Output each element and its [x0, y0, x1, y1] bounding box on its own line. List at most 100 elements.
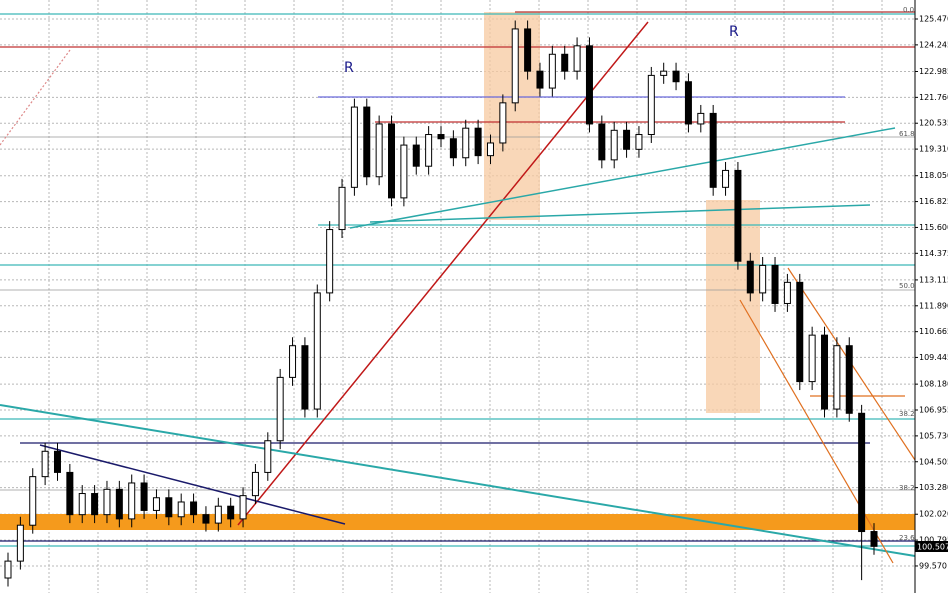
trendline [349, 127, 896, 229]
y-tick-label: 118.050 [919, 171, 948, 180]
candle-body [474, 127, 482, 157]
candle-body [412, 144, 420, 167]
candle-body [350, 106, 358, 188]
price-box [915, 541, 948, 552]
candle-body [722, 169, 730, 188]
candle-body [91, 493, 99, 516]
candle-body [635, 134, 643, 150]
y-tick-label: 119.310 [919, 145, 948, 154]
fib-label: 61.8 [899, 130, 915, 138]
trendline [39, 444, 346, 525]
channel [739, 299, 894, 564]
candle-body [177, 501, 185, 518]
candle-body [746, 260, 754, 294]
candle-body [338, 186, 346, 231]
annotation: R [344, 60, 354, 76]
candle-body [697, 112, 705, 125]
candle-body [821, 334, 829, 410]
candle-body [734, 169, 742, 262]
y-tick-label: 102.020 [919, 510, 948, 519]
candle-body [610, 129, 618, 161]
y-tick-label: 125.470 [919, 15, 948, 24]
y-tick-label: 122.985 [919, 67, 948, 76]
candle-body [561, 53, 569, 72]
candle-body [796, 281, 804, 383]
fib-label: 23.6 [899, 534, 915, 542]
levels [0, 11, 916, 564]
y-tick-label: 108.180 [919, 380, 948, 389]
candle-body [808, 334, 816, 383]
candle-body [524, 28, 532, 72]
y-tick-label: 104.505 [919, 457, 948, 466]
candle-body [326, 229, 334, 294]
y-tick-label: 116.825 [919, 197, 948, 206]
candle-body [462, 127, 470, 159]
y-tick-label: 109.445 [919, 353, 948, 362]
candle-body [165, 497, 173, 518]
candle-body [672, 70, 680, 83]
current-price: 100.507 [917, 543, 948, 552]
candle-body [128, 482, 136, 520]
candle-body [783, 281, 791, 304]
candle-body [499, 102, 507, 144]
candle-body [759, 264, 767, 294]
candle-body [585, 45, 593, 125]
candle-body [190, 501, 198, 516]
y-tick-label: 113.115 [919, 275, 948, 284]
candle-body [437, 134, 445, 140]
y-tick-label: 105.730 [919, 431, 948, 440]
candle-body [858, 412, 866, 533]
support-band [0, 514, 915, 530]
y-tick-label: 103.280 [919, 483, 948, 492]
candle-body [845, 345, 853, 414]
candle-body [870, 531, 878, 547]
candle-body [449, 138, 457, 159]
annotation: R [729, 24, 739, 40]
candle-body [66, 471, 74, 516]
fib-label: 38.2 [899, 410, 915, 418]
candle-body [363, 106, 371, 178]
y-tick-label: 120.535 [919, 119, 948, 128]
candle-body [16, 524, 24, 562]
trendline [0, 404, 916, 557]
fib-label: 0.0 [903, 6, 914, 14]
candle-body [301, 345, 309, 410]
candle-body [264, 440, 272, 473]
candle-body [573, 45, 581, 72]
candle-body [548, 53, 556, 89]
candle-body [647, 74, 655, 136]
y-tick-label: 115.600 [919, 223, 948, 232]
candle-body [4, 560, 12, 579]
candle-body [202, 514, 210, 524]
candle-body [276, 376, 284, 442]
candle-body [289, 345, 297, 378]
candle-body [78, 493, 86, 516]
candle-body [833, 345, 841, 410]
candle-body [425, 134, 433, 167]
zone [706, 200, 760, 413]
candle-body [536, 70, 544, 89]
candle-body [388, 123, 396, 199]
y-tick-label: 114.375 [919, 249, 948, 258]
candle-body [103, 488, 111, 516]
y-tick-label: 100.795 [919, 536, 948, 545]
candle-body [140, 482, 148, 511]
candle-body [152, 497, 160, 511]
candle-body [623, 129, 631, 150]
candle-body [375, 123, 383, 178]
candle-body [598, 123, 606, 161]
candles [4, 20, 878, 587]
candle-body [41, 450, 49, 478]
candle-body [313, 292, 321, 410]
candle-body [660, 70, 668, 76]
y-axis: 125.470 124.245 122.985 121.760 120.535 119.3… [915, 15, 948, 570]
candle-body [214, 505, 222, 524]
y-tick-label: 121.760 [919, 93, 948, 102]
candle-body [239, 495, 247, 520]
candle-body [29, 476, 37, 526]
trendline [237, 21, 649, 526]
y-tick-label: 111.890 [919, 301, 948, 310]
y-tick-label: 106.955 [919, 406, 948, 415]
candle-body [684, 81, 692, 125]
